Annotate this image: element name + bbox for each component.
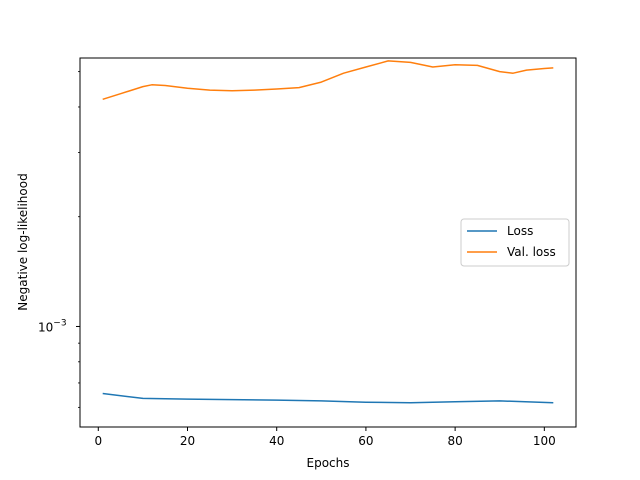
plot-area bbox=[79, 57, 577, 428]
series-line-loss bbox=[102, 392, 554, 404]
legend-label: Loss bbox=[507, 224, 533, 238]
y-tick-label: 10−3 bbox=[38, 318, 67, 334]
x-axis-ticks: 0 20 40 60 80 100 bbox=[94, 427, 556, 448]
x-tick-label: 80 bbox=[447, 434, 462, 448]
legend-label: Val. loss bbox=[507, 245, 556, 259]
series-lines bbox=[102, 60, 554, 404]
x-tick-label: 100 bbox=[533, 434, 556, 448]
x-tick-label: 60 bbox=[358, 434, 373, 448]
x-axis-label: Epochs bbox=[307, 456, 350, 470]
legend: Loss Val. loss bbox=[460, 218, 570, 267]
x-tick-label: 20 bbox=[180, 434, 195, 448]
x-tick-label: 40 bbox=[269, 434, 284, 448]
series-line-val-loss bbox=[102, 60, 554, 101]
x-tick-label: 0 bbox=[94, 434, 102, 448]
y-axis-ticks: 10−3 bbox=[38, 71, 80, 408]
y-tick-exponent: −3 bbox=[53, 318, 66, 328]
y-axis-label: Negative log-likelihood bbox=[16, 173, 30, 310]
plot-frame bbox=[79, 57, 577, 428]
